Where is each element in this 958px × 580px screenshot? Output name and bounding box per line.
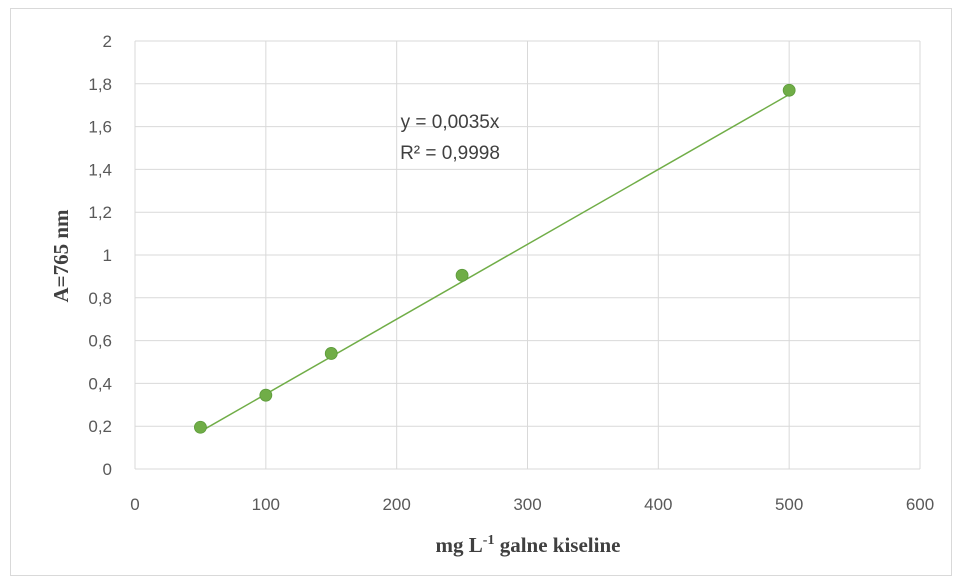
y-tick-label: 0,6 [88,332,112,351]
data-point [455,268,469,282]
y-tick-label: 1,6 [88,118,112,137]
trendline-group [200,93,790,433]
data-point [194,420,207,434]
y-tick-labels: 0 0,2 0,4 0,6 0,8 1 1,2 1,4 1,6 1,8 2 [88,32,112,479]
x-tick-label: 400 [644,495,672,514]
y-tick-label: 1,2 [88,203,112,222]
trendline [200,93,790,433]
data-point [782,83,796,97]
y-tick-label: 1,8 [88,75,112,94]
y-tick-label: 0,4 [88,374,112,393]
x-tick-labels: 0 100 200 300 400 500 600 [130,495,934,514]
x-tick-label: 100 [252,495,280,514]
y-tick-label: 0,2 [88,417,112,436]
r-squared-label: R² = 0,9998 [400,143,500,164]
x-tick-label: 0 [130,495,139,514]
y-tick-label: 2 [103,32,112,51]
x-tick-label: 200 [382,495,410,514]
y-axis-title: A=765 nm [49,209,73,303]
x-axis-title: mg L-1 galne kiseline [436,533,621,557]
y-tick-label: 1 [103,246,112,265]
data-point [259,388,273,402]
x-tick-label: 500 [775,495,803,514]
y-tick-label: 0,8 [88,289,112,308]
chart-frame [10,8,952,576]
data-point [324,347,338,360]
x-axis-title-superscript: -1 [483,533,495,548]
y-tick-label: 1,4 [88,160,112,179]
x-axis-title-rest: galne kiseline [494,533,620,557]
x-tick-label: 300 [513,495,541,514]
y-tick-label: 0 [103,460,112,479]
data-points [194,83,796,434]
x-tick-label: 600 [906,495,934,514]
gridlines [134,40,921,470]
x-axis-title-main: mg L [436,533,483,557]
trendline-equation: y = 0,0035x [401,112,500,133]
